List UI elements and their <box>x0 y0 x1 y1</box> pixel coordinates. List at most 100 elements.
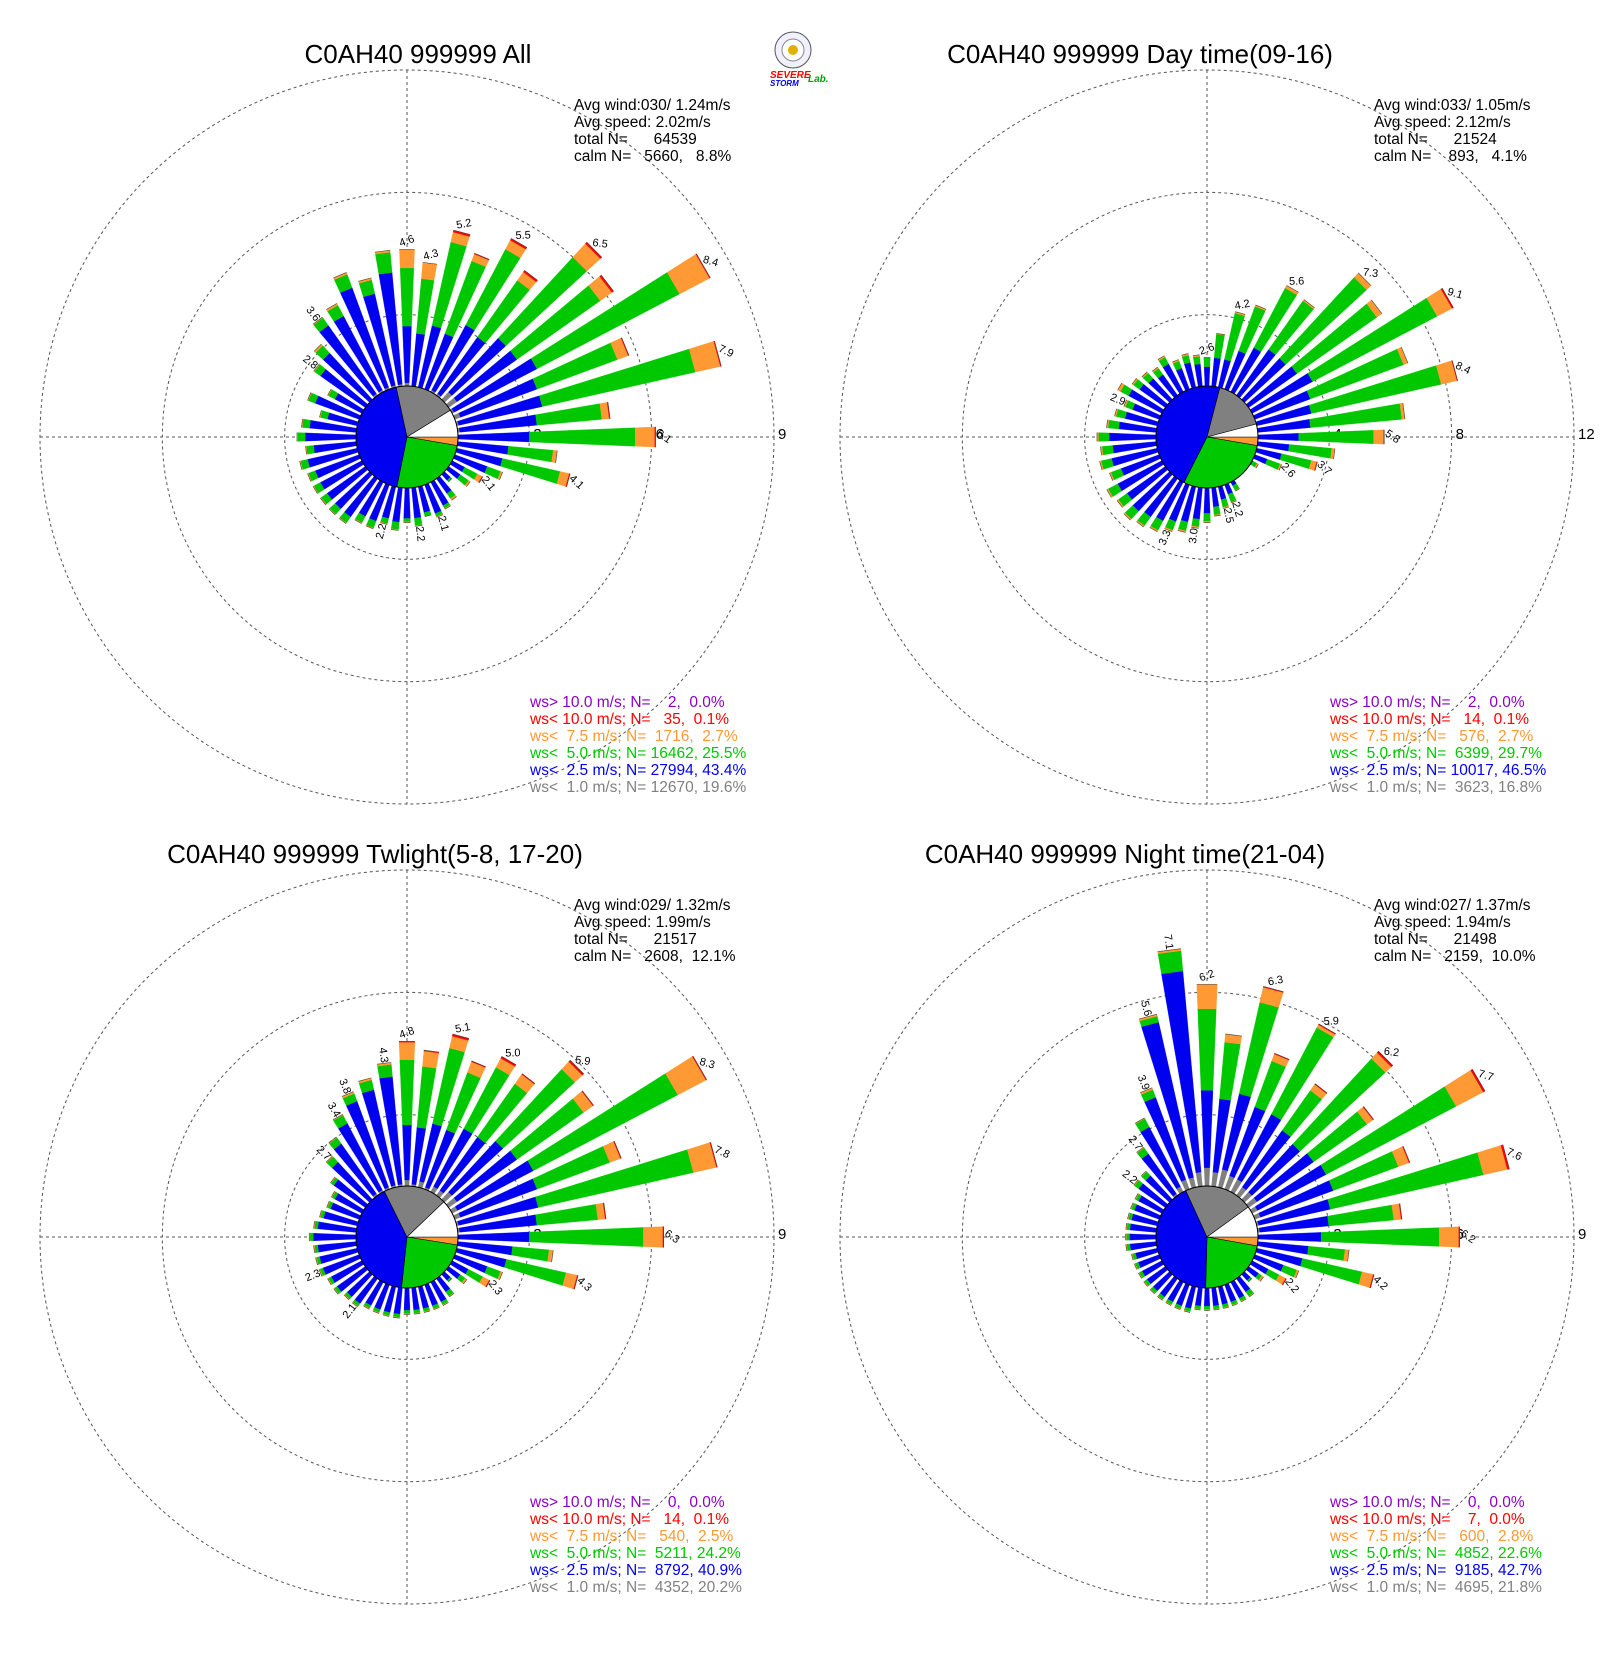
wind-bar-cap <box>332 1113 343 1121</box>
summary-stat: Avg wind:033/ 1.05m/s <box>1374 97 1531 114</box>
wind-bar-cap <box>1177 530 1186 533</box>
wind-bar-segment <box>1157 355 1166 361</box>
wind-bar-segment <box>1203 366 1211 387</box>
bar-value-label: 5.6 <box>1289 275 1305 288</box>
wind-bar-cap <box>499 472 503 480</box>
wind-bar-segment <box>302 418 311 429</box>
wind-bar-segment <box>1131 378 1138 386</box>
speed-legend-entry: ws< 5.0 m/s; N= 6399, 29.7% <box>1329 745 1542 762</box>
wind-bar-cap <box>1225 1033 1242 1037</box>
wind-bar-cap <box>566 473 571 487</box>
wind-bar-cap <box>710 1142 718 1168</box>
wind-bar-cap <box>1133 1179 1139 1186</box>
wind-bar-cap <box>551 1250 554 1263</box>
wind-bar-cap <box>1216 333 1225 335</box>
wind-bar-cap <box>442 1302 449 1306</box>
center-pie-outline <box>1155 1185 1259 1289</box>
wind-bar-cap <box>600 274 614 292</box>
wind-bar-cap <box>1240 1298 1247 1303</box>
wind-bar-cap <box>1123 399 1127 407</box>
bar-value-label: 8.4 <box>702 254 720 270</box>
wind-bar-segment <box>404 1179 410 1187</box>
wind-bar-cap <box>301 418 303 428</box>
bar-value-label: 2.2 <box>374 522 390 540</box>
wind-bar-cap <box>433 1307 440 1311</box>
wind-bar-cap <box>1214 515 1221 517</box>
wind-bar-segment <box>1254 304 1267 311</box>
wind-bar-cap <box>1125 1223 1127 1230</box>
summary-stat: calm N= 2159, 10.0% <box>1374 948 1536 965</box>
wind-bar-segment <box>1151 366 1159 373</box>
wind-bar-cap <box>338 518 347 524</box>
wind-bar-cap <box>1183 1310 1191 1313</box>
logo-text-lab: Lab. <box>808 74 829 85</box>
speed-legend-entry: ws< 5.0 m/s; N= 5211, 24.2% <box>529 1545 741 1562</box>
wind-rose-panel-night-time: C0AH40 999999 Night time(21-04)3696.26.3… <box>839 839 1586 1605</box>
bar-value-label: 2.1 <box>435 515 451 533</box>
wind-bar-cap <box>1235 311 1246 315</box>
wind-bar-segment <box>1123 512 1132 521</box>
bar-value-label: 5.9 <box>1323 1015 1339 1028</box>
wind-bar-cap <box>1143 1281 1148 1287</box>
wind-bar-cap <box>524 270 538 281</box>
wind-bar-cap <box>1249 1293 1255 1298</box>
wind-bar-cap <box>1502 1144 1510 1170</box>
speed-legend-entry: ws< 7.5 m/s; N= 1716, 2.7% <box>529 728 738 745</box>
wind-bar-cap <box>485 1280 491 1288</box>
wind-bar-cap <box>1274 1052 1290 1060</box>
wind-bar-cap <box>1164 528 1173 533</box>
speed-legend-entry: ws> 10.0 m/s; N= 0, 0.0% <box>529 1494 725 1511</box>
wind-bar-cap <box>1157 1296 1163 1301</box>
wind-bar-cap <box>1402 403 1406 420</box>
wind-bar-cap <box>1286 285 1299 293</box>
wind-bar-segment <box>377 1064 393 1079</box>
bar-value-label: 4.6 <box>398 233 416 250</box>
wind-bar-cap <box>1109 472 1113 481</box>
summary-stat: Avg wind:030/ 1.24m/s <box>574 97 731 114</box>
wind-bar-cap <box>449 1293 455 1298</box>
ring-tick-label: 9 <box>778 426 786 443</box>
wind-bar-cap <box>327 1278 332 1286</box>
wind-bar-cap <box>1295 1270 1300 1279</box>
wind-bar-cap <box>354 519 362 524</box>
bar-value-label: 9.1 <box>1446 286 1464 302</box>
wind-bar-segment <box>1096 432 1099 442</box>
chart-title: C0AH40 999999 All <box>305 39 532 69</box>
wind-bar-cap <box>393 1317 400 1319</box>
wind-bar-segment <box>1117 382 1125 392</box>
bar-value-label: 7.6 <box>1505 1146 1524 1163</box>
wind-bar-cap <box>463 1279 468 1285</box>
wind-bar-segment <box>403 1287 411 1311</box>
wind-bar-cap <box>521 1073 536 1084</box>
wind-bar-cap <box>313 1245 315 1254</box>
wind-bar-segment <box>399 1059 415 1126</box>
summary-stat: calm N= 893, 4.1% <box>1374 148 1527 165</box>
wind-bar-segment <box>1196 984 1218 1009</box>
wind-bar-segment <box>306 445 315 455</box>
wind-bar-cap <box>1138 1013 1157 1020</box>
wind-bar-cap <box>1157 355 1165 360</box>
wind-bar-cap <box>582 1090 594 1106</box>
speed-legend-entry: ws< 2.5 m/s; N= 8792, 40.9% <box>529 1562 742 1579</box>
wind-bar-segment <box>399 267 415 327</box>
wind-bar-cap <box>1140 1170 1147 1177</box>
wind-bar-cap <box>1314 1083 1328 1094</box>
wind-bar-cap <box>312 486 318 494</box>
wind-bar-cap <box>1149 1289 1155 1295</box>
wind-bar-cap <box>328 1136 337 1144</box>
wind-bar-segment <box>414 517 423 526</box>
wind-bar-cap <box>1371 299 1383 314</box>
wind-bar-cap <box>307 473 312 482</box>
wind-bar-cap <box>1149 527 1158 533</box>
wind-bar-segment <box>1470 1068 1486 1093</box>
wind-bar-segment <box>1258 1275 1264 1282</box>
summary-stat: Avg speed: 1.99m/s <box>574 914 711 931</box>
wind-bar-cap <box>343 1294 350 1301</box>
wind-bar-cap <box>452 1033 470 1039</box>
wind-bar-segment <box>1204 1167 1210 1187</box>
wind-bar-cap <box>474 252 490 260</box>
wind-bar-segment <box>1191 525 1200 529</box>
wind-bar-segment <box>1376 1050 1394 1068</box>
speed-legend-entry: ws< 5.0 m/s; N= 16462, 25.5% <box>529 745 746 762</box>
wind-bar-segment <box>1254 463 1259 469</box>
